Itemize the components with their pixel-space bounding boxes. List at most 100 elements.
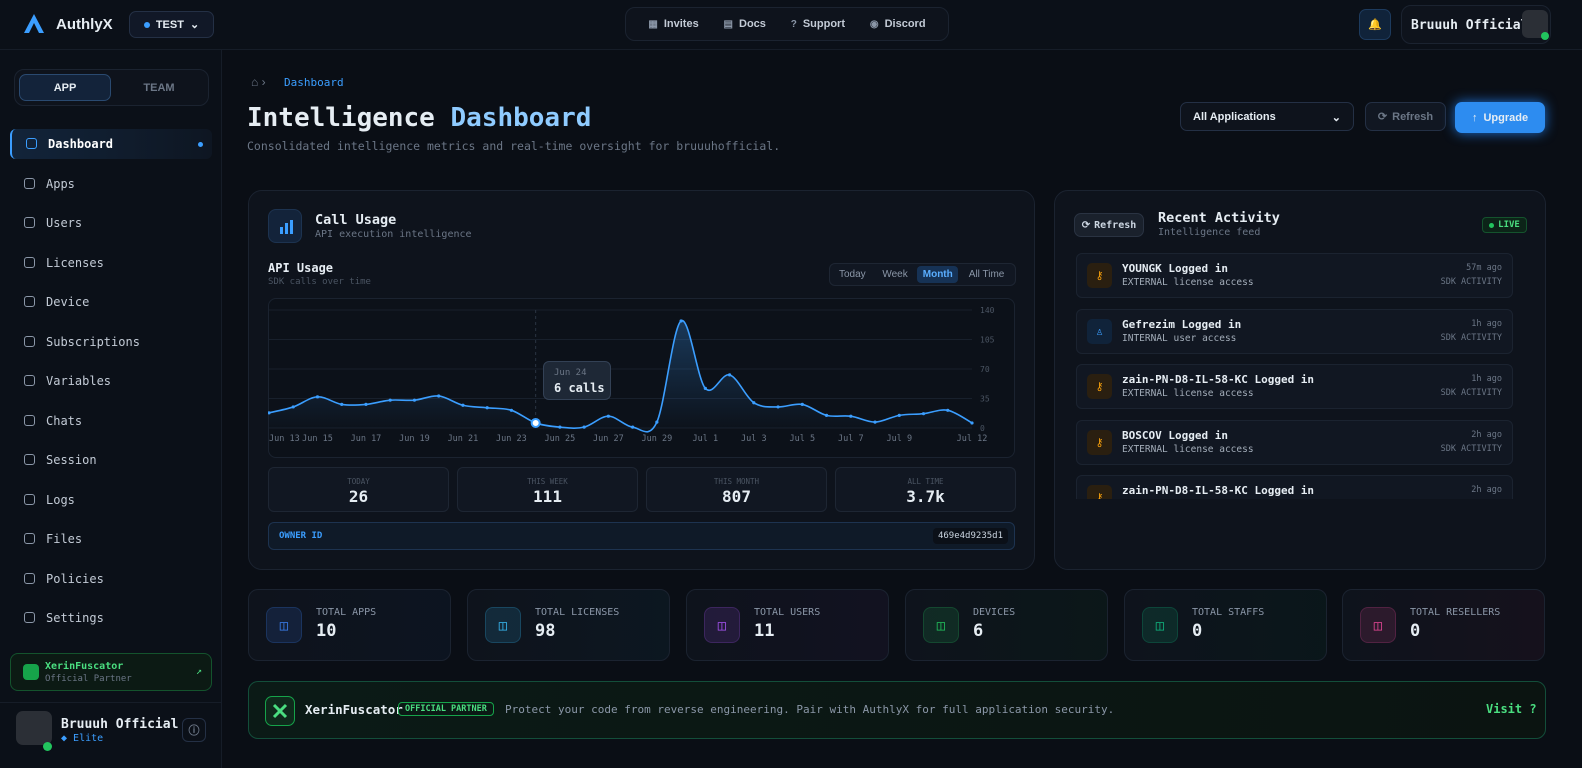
menu-label: Dashboard xyxy=(48,137,114,151)
activity-refresh[interactable]: ⟳ Refresh xyxy=(1074,213,1144,237)
total-label: TOTAL APPS xyxy=(316,607,377,618)
activity-time: 1h ago xyxy=(1471,374,1502,384)
activity-source: SDK ACTIVITY xyxy=(1440,277,1502,287)
tab-team[interactable]: TEAM xyxy=(143,81,175,94)
activity-refresh-label: Refresh xyxy=(1094,219,1137,231)
menu-label: Chats xyxy=(46,413,83,428)
menu-icon xyxy=(24,612,35,623)
nav-item[interactable]: ▦ Invites xyxy=(648,18,698,30)
info-button[interactable]: ⓘ xyxy=(182,718,206,742)
menu-item[interactable]: Logs xyxy=(10,485,212,515)
menu-item[interactable]: Dashboard xyxy=(10,129,212,159)
x-tick-label: Jun 15 xyxy=(302,434,333,444)
activity-time: 2h ago xyxy=(1471,429,1502,440)
total-label: TOTAL STAFFS xyxy=(1192,607,1265,618)
notifications[interactable]: 🔔 xyxy=(1359,9,1391,40)
env-label: TEST xyxy=(155,18,184,31)
menu-label: Apps xyxy=(46,176,75,191)
header: AuthlyX TEST ⌄ ▦ Invites ▤ Docs? Support ◉ Disc… xyxy=(0,0,1582,50)
menu-item[interactable]: Policies xyxy=(10,564,212,594)
usage-title: Call Usage xyxy=(315,212,397,228)
total-icon: ◫ xyxy=(485,607,521,643)
online-dot xyxy=(43,742,52,751)
app-select[interactable]: All Applications ⌄ xyxy=(1180,102,1354,131)
activity-feed: ⚷ YOUNGK Logged in EXTERNAL license access… xyxy=(1076,253,1514,499)
partner-icon xyxy=(23,664,39,680)
activity-item[interactable]: ⚷ zain-PN-D8-IL-58-KC Logged in 2h ago xyxy=(1076,475,1513,499)
x-tick-label: Jul 5 xyxy=(790,434,816,444)
menu-item[interactable]: Licenses xyxy=(10,248,212,278)
activity-item[interactable]: ⚷ BOSCOV Logged in EXTERNAL license access… xyxy=(1076,419,1513,465)
env-select[interactable]: TEST ⌄ xyxy=(129,11,214,38)
total-value: 11 xyxy=(754,621,775,641)
menu-item[interactable]: Settings xyxy=(10,603,212,633)
point xyxy=(291,405,295,409)
owner-id: 469e4d9235d1 xyxy=(932,528,1008,544)
decoration xyxy=(272,703,288,719)
x-tick-label: Jul 9 xyxy=(886,434,912,444)
partner-link[interactable]: Visit ? xyxy=(1486,702,1537,716)
activity-item[interactable]: ⚷ zain-PN-D8-IL-58-KC Logged in EXTERNAL l… xyxy=(1076,364,1513,409)
point xyxy=(921,412,926,416)
x-tick-label: Jul 7 xyxy=(838,434,864,444)
point xyxy=(752,401,756,405)
activity-item[interactable]: ⚷ YOUNGK Logged in EXTERNAL license access… xyxy=(1076,253,1513,298)
stat-card: THIS WEEK 111 xyxy=(457,467,638,512)
partner-badge: OFFICIAL PARTNER xyxy=(398,702,494,716)
menu-icon xyxy=(24,454,35,465)
menu-item[interactable]: Apps xyxy=(10,169,212,199)
upgrade-button[interactable]: ↑ Upgrade xyxy=(1455,102,1545,133)
partner-text: Protect your code from reverse engineeri… xyxy=(505,703,1115,716)
menu-item[interactable]: Variables xyxy=(10,366,212,396)
menu-label: Users xyxy=(46,216,83,230)
area xyxy=(269,320,972,432)
menu-item[interactable]: Files xyxy=(10,524,212,554)
decoration xyxy=(1489,222,1495,228)
nav-item[interactable]: ▤ Docs xyxy=(724,18,766,30)
nav-label: Discord xyxy=(884,18,926,30)
owner-label: OWNER ID xyxy=(279,531,323,541)
menu-icon xyxy=(24,533,35,544)
range-tab[interactable]: Month xyxy=(917,266,959,283)
range-tab[interactable]: Today xyxy=(839,269,866,280)
partner-banner-icon xyxy=(265,696,295,726)
range-tab[interactable]: All Time xyxy=(968,269,1005,280)
tab-app[interactable]: APP xyxy=(19,74,111,101)
point xyxy=(340,402,344,406)
api-usage-chart: 0 35 70 105 140 Jun 13 Jun 15 Jun 17 Jun 19 Jun 2… xyxy=(268,306,995,444)
menu-item[interactable]: Session xyxy=(10,445,212,475)
nav-item[interactable]: ◉ Discord xyxy=(870,18,926,30)
user-name: Bruuuh Official xyxy=(1411,18,1529,33)
title-accent: Dashboard xyxy=(450,103,592,133)
menu-item[interactable]: Subscriptions xyxy=(10,327,212,357)
activity-source: SDK ACTIVITY xyxy=(1440,443,1502,454)
range-tab[interactable]: Week xyxy=(882,269,908,280)
activity-title: zain-PN-D8-IL-58-KC Logged in xyxy=(1122,373,1315,386)
x-tick-label: Jun 23 xyxy=(496,434,527,444)
activity-title: Gefrezim Logged in xyxy=(1122,317,1242,331)
total-icon: ◫ xyxy=(704,607,740,643)
point xyxy=(558,425,562,429)
sidebar-user-name: Bruuuh Official xyxy=(61,717,179,732)
menu-item[interactable]: Users xyxy=(10,208,212,238)
menu-icon xyxy=(24,375,35,386)
menu-item[interactable]: Device xyxy=(10,287,212,317)
refresh-button[interactable]: ⟳ Refresh xyxy=(1365,102,1446,131)
point xyxy=(631,425,635,429)
point xyxy=(946,408,950,412)
menu-label: Logs xyxy=(46,492,75,507)
menu-item[interactable]: Chats xyxy=(10,406,212,436)
user-menu[interactable]: Bruuuh Official xyxy=(1401,5,1551,44)
total-icon: ◫ xyxy=(266,607,302,643)
activity-item[interactable]: ♙ Gefrezim Logged in INTERNAL user access 1… xyxy=(1076,308,1513,354)
nav-item[interactable]: ? Support xyxy=(791,18,845,30)
partner-card[interactable]: XerinFuscator Official Partner ↗ xyxy=(10,653,212,691)
total-card: ◫ TOTAL RESELLERS 0 xyxy=(1342,589,1545,661)
menu-icon xyxy=(24,493,35,505)
activity-time: 1h ago xyxy=(1471,318,1502,329)
y-tick-label: 0 xyxy=(980,424,985,433)
home-crumb[interactable]: ⌂ › xyxy=(251,75,266,89)
point xyxy=(727,373,732,377)
total-value: 0 xyxy=(1192,621,1203,641)
